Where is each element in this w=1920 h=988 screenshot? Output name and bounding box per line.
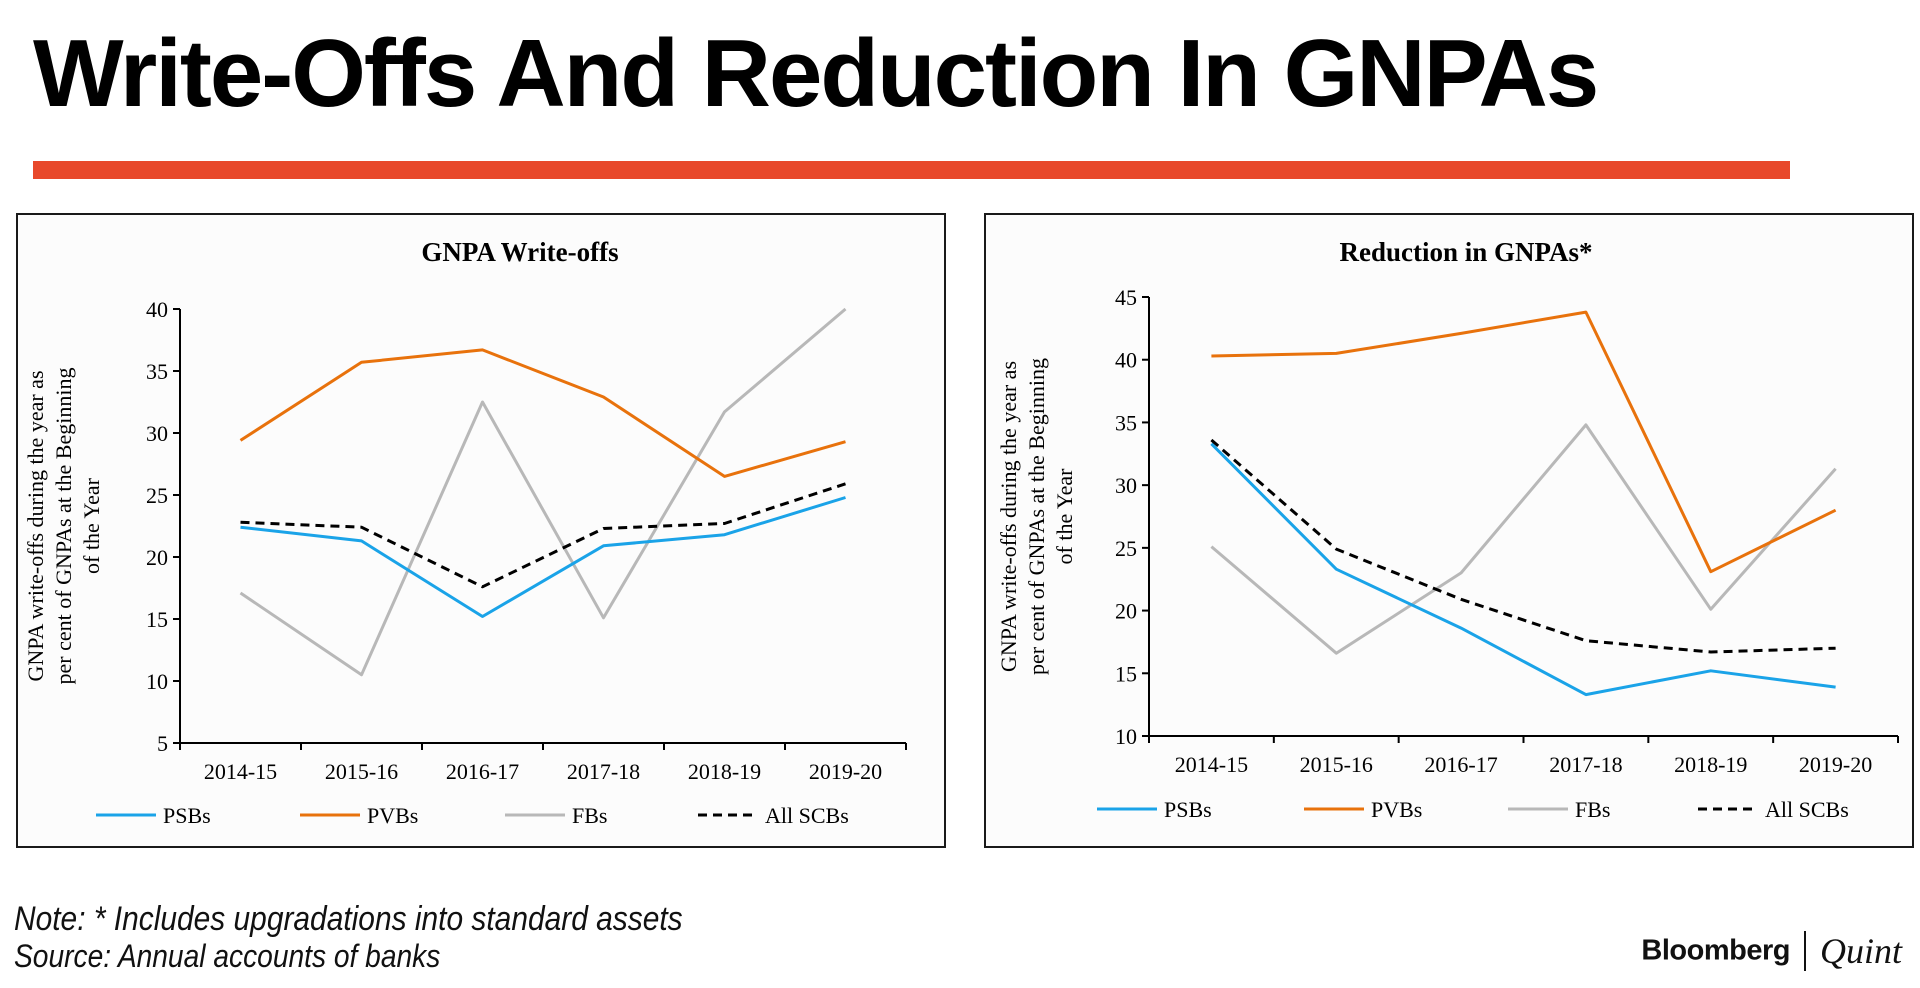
series-line-psb bbox=[240, 496, 846, 618]
series-line-all bbox=[240, 482, 846, 589]
legend-label-fb: FBs bbox=[572, 803, 607, 828]
logo-bloomberg: Bloomberg bbox=[1641, 934, 1790, 967]
y-tick-label: 40 bbox=[1115, 348, 1137, 373]
chart-panel-reduction: Reduction in GNPAs* 10 15 20 25 30 35 40 45 2014-… bbox=[984, 213, 1914, 848]
write-offs-chart: GNPA Write-offs 5 10 15 20 25 30 35 40 2014-15 201… bbox=[23, 237, 907, 828]
y-tick-label: 5 bbox=[157, 731, 168, 756]
chart-title: GNPA Write-offs bbox=[421, 237, 618, 267]
series-line-fb bbox=[239, 307, 847, 677]
legend-label-psb: PSBs bbox=[1164, 797, 1212, 822]
legend-label-fb: FBs bbox=[1575, 797, 1610, 822]
chart-panel-write-offs: GNPA Write-offs 5 10 15 20 25 30 35 40 2014-15 201… bbox=[16, 213, 946, 848]
x-tick-label: 2015-16 bbox=[325, 759, 398, 784]
y-axis-label-line: GNPA write-offs during the year as bbox=[996, 361, 1021, 672]
y-tick-label: 45 bbox=[1115, 285, 1137, 310]
legend-label-all: All SCBs bbox=[765, 803, 849, 828]
reduction-chart: Reduction in GNPAs* 10 15 20 25 30 35 40 45 2014-… bbox=[996, 237, 1899, 822]
logo-quint: Quint bbox=[1819, 931, 1902, 971]
y-tick-label: 40 bbox=[146, 297, 168, 322]
series-line-psb bbox=[1210, 442, 1836, 697]
legend-label-all: All SCBs bbox=[1765, 797, 1849, 822]
y-tick-label: 20 bbox=[146, 545, 168, 570]
y-tick-label: 25 bbox=[1115, 536, 1137, 561]
x-tick-label: 2018-19 bbox=[1674, 752, 1747, 777]
x-tick-label: 2019-20 bbox=[809, 759, 882, 784]
y-tick-label: 35 bbox=[146, 359, 168, 384]
y-tick-label: 30 bbox=[146, 421, 168, 446]
series-line-pvb bbox=[1211, 310, 1837, 574]
y-tick-label: 15 bbox=[146, 607, 168, 632]
y-axis-label-line: GNPA write-offs during the year as bbox=[23, 370, 48, 681]
legend-label-pvb: PVBs bbox=[1371, 797, 1422, 822]
x-tick-label: 2016-17 bbox=[446, 759, 519, 784]
series-line-all bbox=[1210, 438, 1836, 654]
y-tick-label: 20 bbox=[1115, 599, 1137, 624]
x-tick-label: 2016-17 bbox=[1424, 752, 1497, 777]
x-tick-label: 2019-20 bbox=[1799, 752, 1872, 777]
x-tick-label: 2015-16 bbox=[1300, 752, 1373, 777]
x-tick-label: 2018-19 bbox=[688, 759, 761, 784]
legend-label-psb: PSBs bbox=[163, 803, 211, 828]
y-tick-label: 15 bbox=[1115, 661, 1137, 686]
y-tick-label: 25 bbox=[146, 483, 168, 508]
y-axis-label-line: per cent of GNPAs at the Beginning bbox=[1024, 358, 1049, 675]
x-tick-label: 2014-15 bbox=[204, 759, 277, 784]
title-underline bbox=[33, 161, 1790, 179]
y-axis-label: GNPA write-offs during the year as per ce… bbox=[23, 368, 104, 685]
legend-label-pvb: PVBs bbox=[367, 803, 418, 828]
x-tick-label: 2017-18 bbox=[1549, 752, 1622, 777]
source-note: Source: Annual accounts of banks bbox=[14, 938, 441, 974]
y-axis-label-line: per cent of GNPAs at the Beginning bbox=[51, 368, 76, 685]
y-tick-label: 10 bbox=[146, 669, 168, 694]
y-tick-label: 30 bbox=[1115, 473, 1137, 498]
logo-divider bbox=[1803, 931, 1806, 971]
series-line-pvb bbox=[239, 348, 846, 478]
y-axis-label: GNPA write-offs during the year as per ce… bbox=[996, 358, 1077, 675]
y-tick-label: 35 bbox=[1115, 410, 1137, 435]
y-tick-label: 10 bbox=[1115, 724, 1137, 749]
y-axis-label-line: of the Year bbox=[1052, 468, 1077, 565]
page-title: Write-Offs And Reduction In GNPAs bbox=[33, 20, 1599, 127]
bloomberg-quint-logo: Bloomberg Quint bbox=[1641, 930, 1902, 978]
x-tick-label: 2014-15 bbox=[1175, 752, 1248, 777]
x-tick-label: 2017-18 bbox=[567, 759, 640, 784]
series-line-fb bbox=[1210, 423, 1837, 655]
y-axis-label-line: of the Year bbox=[79, 477, 104, 574]
chart-title: Reduction in GNPAs* bbox=[1339, 237, 1592, 267]
footnote: Note: * Includes upgradations into stand… bbox=[14, 900, 683, 938]
